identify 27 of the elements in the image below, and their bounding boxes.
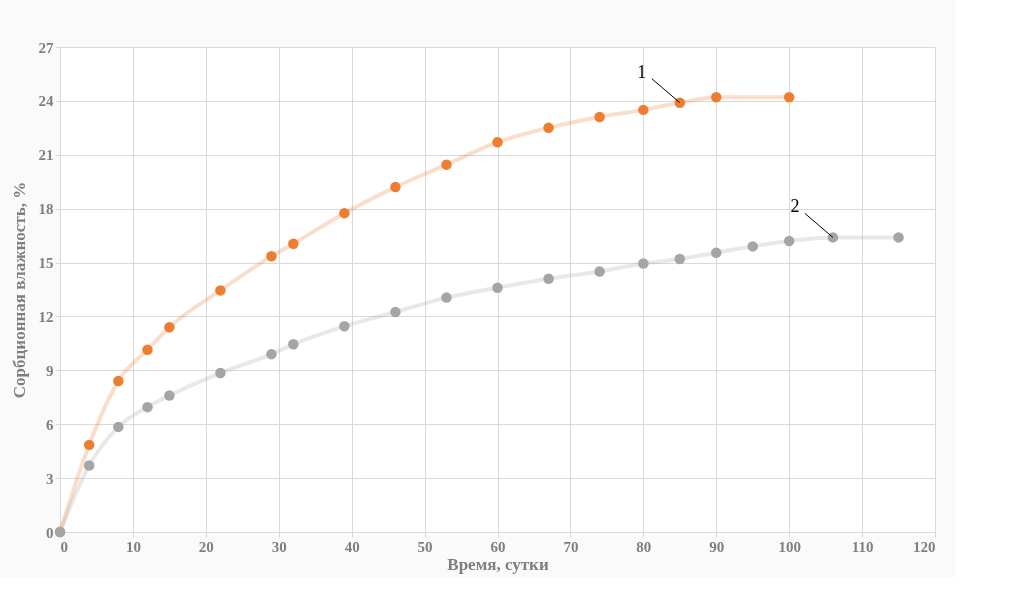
x-tick-label: 100 [778,538,801,555]
x-tick-label: 10 [125,538,141,555]
y-tick-label: 27 [38,39,54,56]
y-tick-label: 9 [46,362,54,379]
y-tick-label: 24 [38,93,54,110]
x-tick-label: 50 [417,538,433,555]
x-tick-label: 70 [563,538,579,555]
y-axis-title: Сорбционная влажность, % [9,181,29,399]
x-axis-title: Время, сутки [447,554,549,574]
y-tick-label: 15 [38,255,54,272]
x-tick-label: 20 [198,538,214,555]
y-tick-label: 12 [38,308,54,325]
y-tick-label: 18 [38,201,54,218]
annotation: 2 [790,196,800,217]
x-tick-label: 80 [636,538,652,555]
x-tick-label: 60 [490,538,506,555]
y-tick-label: 0 [46,524,54,541]
y-tick-label: 21 [38,147,54,164]
annotation: 1 [637,61,647,82]
x-tick-label: 120 [913,538,936,555]
x-tick-label: 110 [851,538,874,555]
x-tick-label: 0 [60,538,68,555]
y-tick-label: 3 [46,470,54,487]
x-tick-label: 90 [709,538,725,555]
x-tick-label: 40 [344,538,360,555]
y-tick-label: 6 [46,416,54,433]
x-tick-label: 30 [271,538,287,555]
